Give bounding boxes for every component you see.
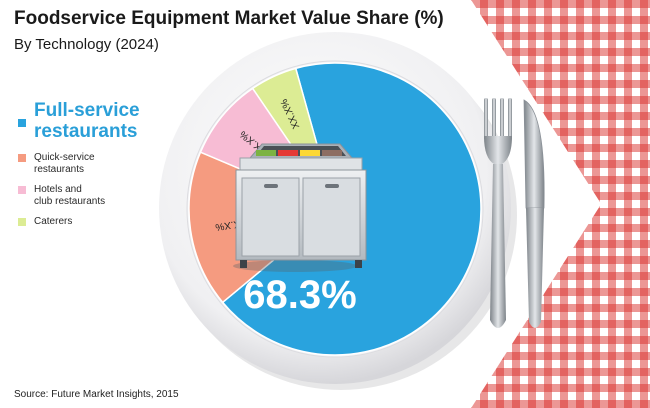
legend: Full-service restaurants Quick-service r… bbox=[18, 100, 178, 236]
chart-title: Foodservice Equipment Market Value Share… bbox=[14, 8, 444, 29]
legend-swatch bbox=[18, 119, 26, 127]
source-note: Source: Future Market Insights, 2015 bbox=[14, 389, 179, 400]
legend-label-line1: Quick-service bbox=[34, 152, 95, 163]
legend-item-caterers: Caterers bbox=[18, 216, 178, 228]
legend-label-line1: Hotels and bbox=[34, 184, 82, 195]
legend-swatch bbox=[18, 154, 26, 162]
salad-prep-table-image bbox=[233, 143, 367, 272]
legend-item-full-service: Full-service restaurants bbox=[18, 100, 178, 142]
legend-label-line2: restaurants bbox=[34, 121, 138, 142]
legend-label-line1: Caterers bbox=[34, 216, 73, 227]
legend-label-line1: Full-service bbox=[34, 100, 140, 121]
legend-label-line2: club restaurants bbox=[34, 196, 106, 207]
legend-item-quick-service: Quick-service restaurants bbox=[18, 152, 178, 176]
legend-swatch bbox=[18, 186, 26, 194]
tablecloth bbox=[470, 0, 650, 408]
legend-item-hotels: Hotels and club restaurants bbox=[18, 184, 178, 208]
fork-icon bbox=[484, 98, 512, 328]
legend-swatch bbox=[18, 218, 26, 226]
chart-subtitle: By Technology (2024) bbox=[14, 36, 159, 53]
legend-label-line2: restaurants bbox=[34, 164, 85, 175]
knife-icon bbox=[523, 99, 545, 328]
data-label-full-service-restaurants: 68.3% bbox=[243, 273, 356, 317]
